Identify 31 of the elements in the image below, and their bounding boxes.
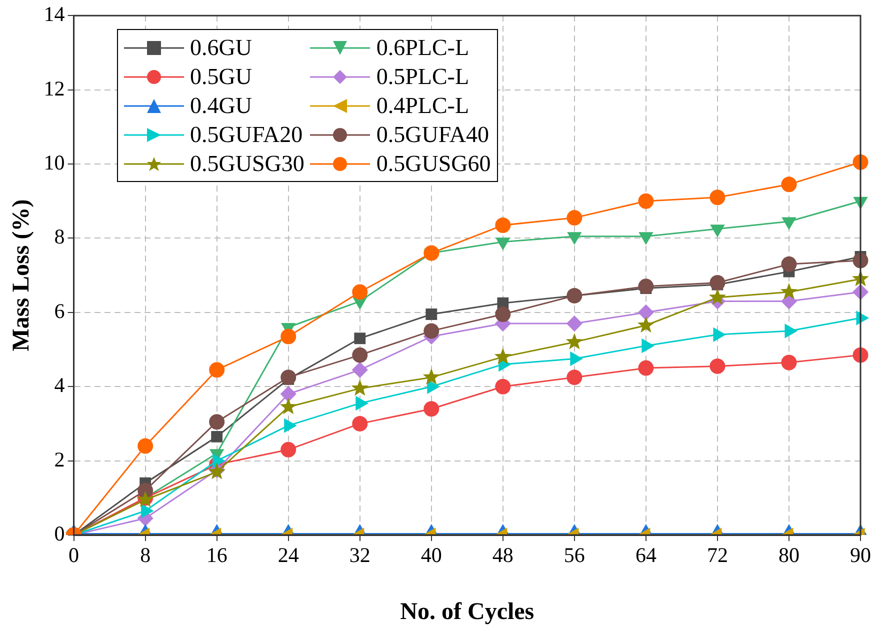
x-tick-label: 48 (492, 543, 514, 568)
x-tick-label: 32 (349, 543, 370, 568)
x-tick-label: 40 (420, 543, 442, 568)
legend-label: 0.4GU (190, 92, 252, 120)
x-tick-label: 80 (778, 543, 800, 568)
x-axis-title: No. of Cycles (400, 598, 534, 625)
y-tick-label: 0 (54, 522, 65, 546)
x-tick-label: 64 (635, 543, 657, 568)
y-tick-label: 2 (54, 447, 65, 472)
x-tick-label: 56 (564, 543, 585, 568)
y-tick-label: 6 (54, 298, 65, 323)
y-tick-label: 10 (44, 150, 65, 175)
legend-label: 0.5GU (190, 63, 252, 91)
y-tick-label: 14 (44, 2, 66, 26)
legend-label: 0.5GUFA40 (376, 121, 490, 149)
x-tick-label: 16 (206, 543, 228, 568)
y-tick-label: 4 (54, 373, 66, 398)
legend-label: 0.6PLC-L (376, 34, 470, 62)
y-axis-title: Mass Loss (%) (8, 199, 35, 352)
x-tick-label: 8 (140, 543, 151, 568)
x-tick-label: 90 (850, 543, 871, 568)
y-tick-label: 8 (54, 224, 65, 249)
legend-label: 0.4PLC-L (376, 92, 470, 120)
x-tick-label: 72 (706, 543, 728, 568)
legend-label: 0.5GUSG30 (190, 150, 304, 178)
x-tick-label: 24 (278, 543, 300, 568)
y-tick-label: 12 (44, 76, 65, 100)
legend-label: 0.5PLC-L (376, 63, 470, 91)
legend-label: 0.5GUSG60 (376, 150, 491, 178)
legend-label: 0.5GUFA20 (190, 121, 303, 149)
legend-label: 0.6GU (190, 34, 252, 62)
